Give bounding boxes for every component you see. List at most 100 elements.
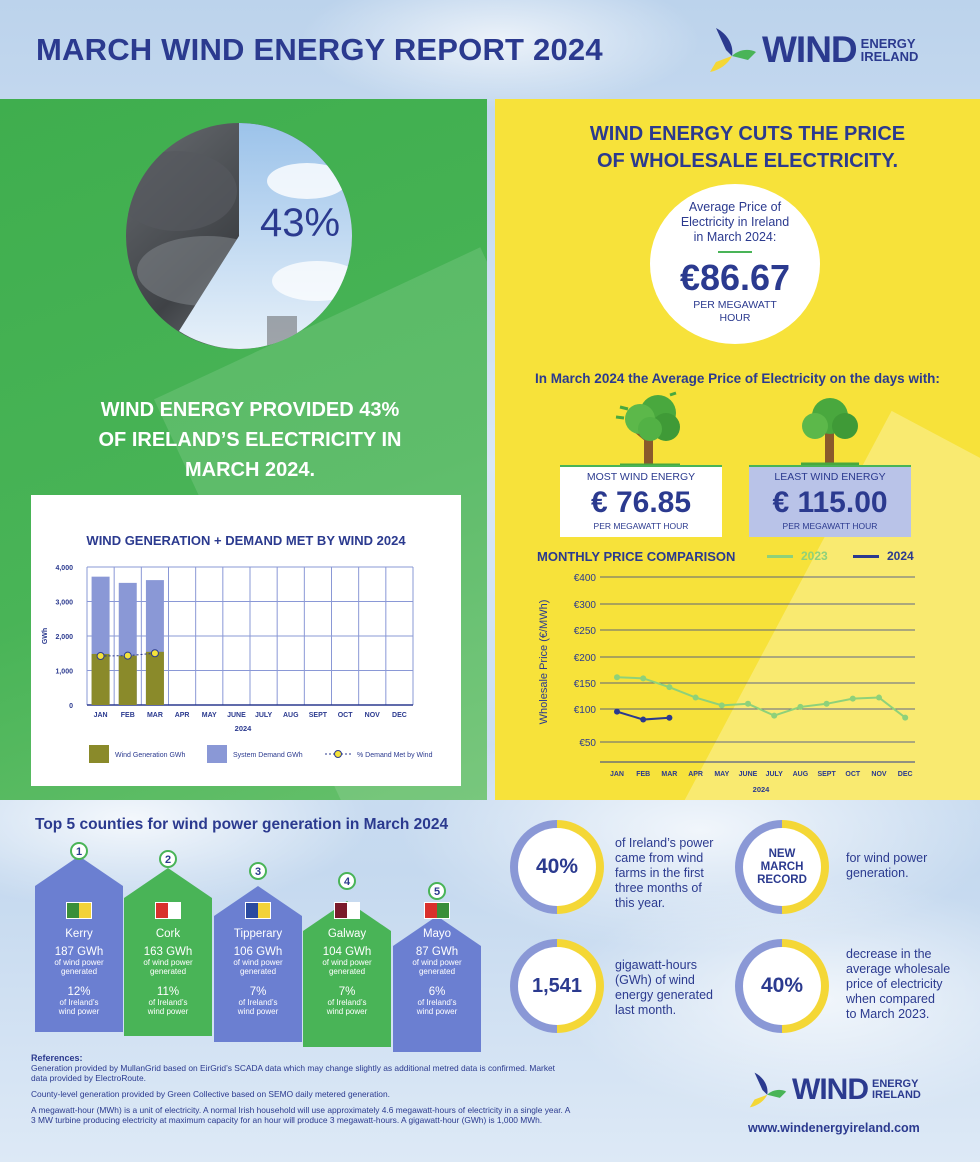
chart2-xtick: JULY bbox=[766, 771, 784, 778]
least-wind-unit: PER MEGAWATT HOUR bbox=[782, 521, 878, 531]
chart2-point-2023 bbox=[797, 703, 804, 710]
county-name: Kerry bbox=[65, 928, 93, 940]
pie-percent-label: 43% bbox=[260, 201, 340, 245]
stat-ring-record: NEW MARCH RECORD bbox=[735, 820, 829, 914]
county-pct: 7% bbox=[338, 986, 356, 998]
stat-text-line: this year. bbox=[615, 896, 666, 910]
stat-price-decrease-value: 40% bbox=[743, 947, 821, 1025]
county-name: Galway bbox=[327, 928, 367, 940]
county-body: Kerry 187 GWh of wind power generated 12% of … bbox=[35, 902, 123, 1016]
logo-top: WIND ENERGY IRELAND bbox=[708, 26, 918, 74]
reference-county: County-level generation provided by Gree… bbox=[31, 1089, 390, 1099]
chart1-generation-bar bbox=[118, 655, 137, 705]
county-crest-icon bbox=[424, 902, 450, 919]
county-card-cork: 2 Cork 163 GWh of wind power generated 11% of … bbox=[124, 850, 212, 1036]
most-wind-label: MOST WIND ENERGY bbox=[586, 471, 696, 483]
county-pct-note-2: wind power bbox=[58, 1007, 100, 1016]
stat-power-share-text: of Ireland’s power came from wind farms in… bbox=[615, 836, 713, 911]
county-gwh-note-1: of wind power bbox=[412, 958, 462, 967]
chart2-ytick: €150 bbox=[574, 679, 597, 690]
wind-logo-icon-bottom bbox=[749, 1072, 787, 1108]
headline-line-2: OF IRELAND’S ELECTRICITY IN bbox=[98, 429, 402, 451]
county-body: Tipperary 106 GWh of wind power generated 7%… bbox=[214, 902, 302, 1016]
stat-text-line: came from wind bbox=[615, 851, 704, 865]
chart1-xtick: JAN bbox=[94, 712, 108, 719]
stat-text-line: when compared bbox=[846, 992, 935, 1006]
stat-text-line: average wholesale bbox=[846, 962, 951, 976]
chart1-xtick: JUNE bbox=[227, 712, 246, 719]
chart1-xtick: AUG bbox=[283, 712, 299, 719]
avg-unit-line-2: HOUR bbox=[719, 312, 751, 324]
wind-generation-chart: 0 1,000 2,000 3,000 4,000 GWh JAN FEB MAR APR MAY J… bbox=[42, 565, 433, 763]
county-gwh-note-2: generated bbox=[149, 967, 187, 976]
chart2-xtick: FEB bbox=[636, 771, 650, 778]
county-body: Mayo 87 GWh of wind power generated 6% of Ire… bbox=[393, 902, 481, 1016]
stat-ring-gwh: 1,541 bbox=[510, 939, 604, 1033]
stat-text-line: of Ireland’s power bbox=[615, 836, 714, 850]
pie-percentage-graphic: 43% bbox=[126, 123, 352, 349]
logo-bottom: WIND ENERGY IRELAND bbox=[748, 1071, 921, 1109]
chart2-ytick: €250 bbox=[574, 626, 597, 637]
chart2-ytick: €300 bbox=[574, 600, 597, 611]
monthly-price-title: MONTHLY PRICE COMPARISON bbox=[537, 549, 736, 564]
county-crest-icon bbox=[245, 902, 271, 919]
chart2-point-2023 bbox=[614, 674, 620, 681]
most-wind-unit: PER MEGAWATT HOUR bbox=[593, 521, 689, 531]
website-link[interactable]: www.windenergyireland.com bbox=[748, 1121, 920, 1135]
county-pct-note-2: wind power bbox=[237, 1007, 279, 1016]
yellow-title-line-1: WIND ENERGY CUTS THE PRICE bbox=[589, 123, 906, 145]
chart2-point-2024 bbox=[640, 716, 647, 723]
county-gwh-note-1: of wind power bbox=[54, 958, 104, 967]
chart2-xtick: JUNE bbox=[739, 771, 758, 778]
county-pct-note-1: of Ireland’s bbox=[59, 998, 99, 1007]
headline-line-1: WIND ENERGY PROVIDED 43% bbox=[100, 399, 400, 421]
chart2-xtick: JAN bbox=[610, 771, 624, 778]
chart2-xtick: MAR bbox=[661, 771, 677, 778]
record-line-1: NEW bbox=[768, 847, 796, 860]
county-card-shape bbox=[35, 856, 123, 1032]
county-name: Mayo bbox=[422, 928, 452, 940]
county-card-shape bbox=[124, 868, 212, 1036]
county-rank-badge: 1 bbox=[70, 842, 88, 860]
chart1-title: WIND GENERATION + DEMAND MET BY WIND 202… bbox=[86, 533, 406, 548]
county-gwh: 104 GWh bbox=[322, 946, 372, 958]
stat-text-line: gigawatt-hours bbox=[615, 958, 697, 972]
avg-price-label: Average Price of Electricity in Ireland … bbox=[650, 200, 820, 245]
stat-text-line: farms in the first bbox=[615, 866, 704, 880]
county-card-galway: 4 Galway 104 GWh of wind power generated 7% of… bbox=[303, 872, 391, 1047]
chart1-legend-pct-label: % Demand Met by Wind bbox=[357, 752, 433, 759]
monthly-price-chart: €50 €100 €150 €200 €250 €300 €400 Wholesale Pri… bbox=[538, 573, 915, 794]
county-rank-badge: 5 bbox=[428, 882, 446, 900]
references-heading: References: bbox=[31, 1053, 83, 1063]
references: References: Generation provided by Mulla… bbox=[31, 1053, 571, 1131]
county-card-tipperary: 3 Tipperary 106 GWh of wind power generated 7… bbox=[214, 862, 302, 1042]
county-rank-badge: 2 bbox=[159, 850, 177, 868]
chart1-ytick: 4,000 bbox=[55, 565, 73, 572]
stat-record-text: for wind power generation. bbox=[846, 851, 927, 881]
chart1-pct-point bbox=[96, 652, 105, 661]
county-gwh: 87 GWh bbox=[415, 946, 459, 958]
stat-text-line: last month. bbox=[615, 1003, 677, 1017]
stat-text-line: decrease in the bbox=[846, 947, 932, 961]
county-gwh-note-1: of wind power bbox=[233, 958, 283, 967]
reference-generation: Generation provided by MullanGrid based … bbox=[31, 1063, 556, 1083]
chart1-legend-gen-label: Wind Generation GWh bbox=[115, 752, 186, 759]
yellow-title: WIND ENERGY CUTS THE PRICE OF WHOLESALE … bbox=[495, 121, 980, 175]
chart1-ytick: 1,000 bbox=[55, 669, 73, 676]
avg-unit-line-1: PER MEGAWATT bbox=[693, 299, 777, 311]
chart2-ytick: €100 bbox=[574, 705, 597, 716]
chart1-legend-gen-swatch bbox=[89, 745, 109, 763]
legend-2024-line bbox=[853, 555, 879, 558]
avg-price-unit: PER MEGAWATT HOUR bbox=[650, 299, 820, 325]
logo-word: WIND bbox=[762, 29, 858, 70]
green-headline: WIND ENERGY PROVIDED 43% OF IRELAND’S EL… bbox=[40, 395, 460, 485]
county-crest-icon bbox=[155, 902, 181, 919]
logo-sub-ireland: IRELAND bbox=[860, 49, 919, 64]
chart2-ytick: €200 bbox=[574, 653, 597, 664]
chart2-point-2023 bbox=[823, 700, 830, 707]
county-pct: 6% bbox=[428, 986, 446, 998]
chart2-xtick: AUG bbox=[793, 771, 809, 778]
logo-subtext-bottom: ENERGY IRELAND bbox=[872, 1079, 921, 1101]
county-body: Galway 104 GWh of wind power generated 7% of … bbox=[303, 902, 391, 1016]
county-name: Cork bbox=[155, 928, 181, 940]
